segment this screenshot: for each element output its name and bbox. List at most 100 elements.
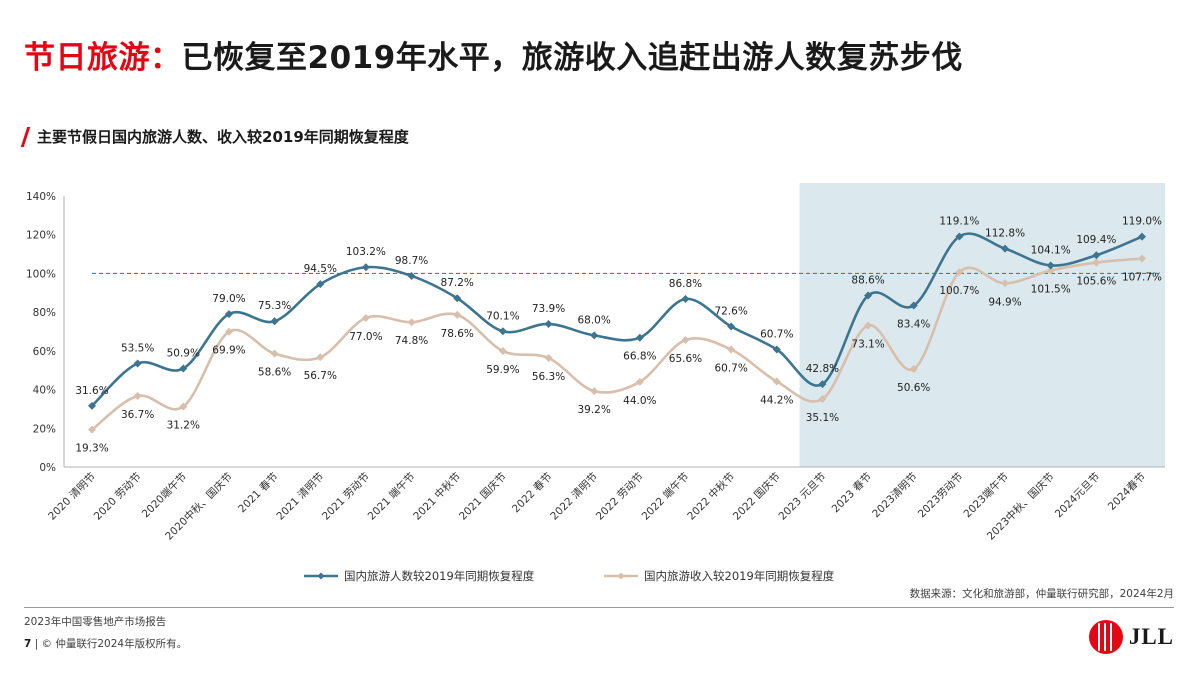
x-tick-label: 2021 劳动节 <box>319 470 372 523</box>
footer-divider <box>24 607 1174 608</box>
data-label-revenue: 73.1% <box>851 338 884 350</box>
data-label-revenue: 56.7% <box>304 370 337 382</box>
x-tick-label: 2023劳动节 <box>915 470 965 520</box>
data-label-revenue: 58.6% <box>258 367 291 379</box>
data-label-trips: 60.7% <box>760 329 793 341</box>
x-tick-label: 2020 劳动节 <box>91 470 144 523</box>
x-tick-label: 2020 清明节 <box>45 470 98 523</box>
x-tick-label: 2022 春节 <box>510 471 555 516</box>
data-point-trips <box>1138 232 1146 241</box>
data-label-trips: 86.8% <box>669 278 702 290</box>
series-revenue <box>88 254 1146 434</box>
data-point-trips <box>270 317 279 326</box>
data-label-revenue: 36.7% <box>121 409 154 421</box>
x-tick-label: 2022 端午节 <box>639 470 692 523</box>
data-point-revenue <box>864 321 873 330</box>
data-point-trips <box>224 310 233 319</box>
copyright-text: © 仲量联行2024年版权所有。 <box>41 638 188 650</box>
jll-logo-text: JLL <box>1128 624 1174 649</box>
legend-label-trips: 国内旅游人数较2019年同期恢复程度 <box>344 569 535 583</box>
data-point-revenue <box>544 354 553 363</box>
page-title-main: 已恢复至2019年水平，旅游收入追赶出游人数复苏步伐 <box>181 40 963 76</box>
data-point-trips <box>818 380 827 389</box>
data-point-trips <box>544 319 553 328</box>
subtitle-slash-icon <box>20 126 31 147</box>
data-point-trips <box>864 291 873 300</box>
data-label-revenue: 107.7% <box>1122 272 1162 284</box>
data-point-trips <box>361 263 370 272</box>
data-label-trips: 42.8% <box>806 363 839 375</box>
y-tick-label: 140% <box>26 191 56 203</box>
data-label-trips: 79.0% <box>212 293 245 305</box>
x-tick-label: 2024春节 <box>1106 471 1148 513</box>
data-label-revenue: 56.3% <box>532 371 565 383</box>
data-point-revenue <box>453 310 462 319</box>
y-tick-label: 100% <box>26 268 56 280</box>
data-point-trips <box>498 327 507 336</box>
data-label-trips: 119.0% <box>1122 216 1162 228</box>
x-tick-label: 2022 中秋节 <box>685 470 738 523</box>
data-point-revenue <box>909 365 918 374</box>
x-tick-label: 2020端午节 <box>139 470 189 520</box>
data-label-revenue: 59.9% <box>486 364 519 376</box>
data-point-revenue <box>270 349 279 358</box>
page-title-accent: 节日旅游： <box>24 40 182 76</box>
data-point-trips <box>590 331 599 340</box>
data-point-revenue <box>316 353 325 362</box>
data-label-revenue: 39.2% <box>577 404 610 416</box>
data-point-revenue <box>727 345 736 354</box>
data-label-revenue: 105.6% <box>1076 276 1116 288</box>
data-point-trips <box>316 280 325 289</box>
x-tick-label: 2023 春节 <box>830 471 875 516</box>
data-label-revenue: 100.7% <box>939 285 979 297</box>
page-number: 7 <box>24 638 32 650</box>
data-source-note: 数据来源：文化和旅游部，仲量联行研究部，2024年2月 <box>909 588 1174 600</box>
report-name: 2023年中国零售地产市场报告 <box>24 616 167 628</box>
chart-subtitle: 主要节假日国内旅游人数、收入较2019年同期恢复程度 <box>37 128 409 146</box>
data-label-revenue: 101.5% <box>1031 284 1071 296</box>
x-tick-label: 2021 春节 <box>236 471 281 516</box>
data-label-trips: 70.1% <box>486 310 519 322</box>
highlight-2023-onward-band <box>799 183 1165 467</box>
data-label-revenue: 19.3% <box>75 443 108 455</box>
data-label-revenue: 50.6% <box>897 382 930 394</box>
data-point-trips <box>179 364 188 373</box>
data-label-trips: 31.6% <box>75 385 108 397</box>
x-tick-label: 2021 国庆节 <box>456 470 509 523</box>
data-point-trips <box>772 345 781 354</box>
data-label-trips: 66.8% <box>623 351 656 363</box>
y-tick-label: 40% <box>33 385 56 397</box>
recovery-line-chart: 0% 20% 40% 60% 80% 100% 120% 140% 31.6% 53.5% 50.9… <box>26 183 1165 583</box>
legend-marker-revenue <box>617 572 625 580</box>
x-tick-label: 2021 端午节 <box>365 470 418 523</box>
data-point-revenue <box>224 327 233 336</box>
x-tick-label: 2021 清明节 <box>274 470 327 523</box>
x-tick-label: 2023清明节 <box>869 470 919 520</box>
data-point-revenue <box>361 313 370 322</box>
data-label-trips: 119.1% <box>939 215 979 227</box>
data-point-revenue <box>133 391 142 400</box>
data-point-revenue <box>818 395 827 404</box>
data-label-trips: 53.5% <box>121 342 154 354</box>
data-point-trips <box>681 294 690 303</box>
data-label-revenue: 78.6% <box>441 328 474 340</box>
data-label-revenue: 65.6% <box>669 353 702 365</box>
footer-copyright: 7 | © 仲量联行2024年版权所有。 <box>24 638 188 650</box>
series-trips <box>88 232 1146 410</box>
x-tick-label: 2024元旦节 <box>1053 471 1103 521</box>
data-label-trips: 87.2% <box>441 277 474 289</box>
chart-subtitle-block: 主要节假日国内旅游人数、收入较2019年同期恢复程度 <box>20 126 409 147</box>
data-label-trips: 103.2% <box>346 246 386 258</box>
page-title: 节日旅游：已恢复至2019年水平，旅游收入追赶出游人数复苏步伐 <box>24 32 963 77</box>
data-point-revenue <box>179 402 188 411</box>
y-tick-label: 120% <box>26 230 56 242</box>
data-point-trips <box>1046 261 1055 270</box>
data-label-trips: 72.6% <box>714 305 747 317</box>
data-label-revenue: 60.7% <box>714 363 747 375</box>
data-point-trips <box>1001 244 1010 253</box>
data-point-trips <box>453 294 462 303</box>
data-label-trips: 73.9% <box>532 303 565 315</box>
data-label-trips: 98.7% <box>395 255 428 267</box>
data-label-revenue: 69.9% <box>212 345 245 357</box>
x-tick-label: 2023端午节 <box>961 470 1011 520</box>
